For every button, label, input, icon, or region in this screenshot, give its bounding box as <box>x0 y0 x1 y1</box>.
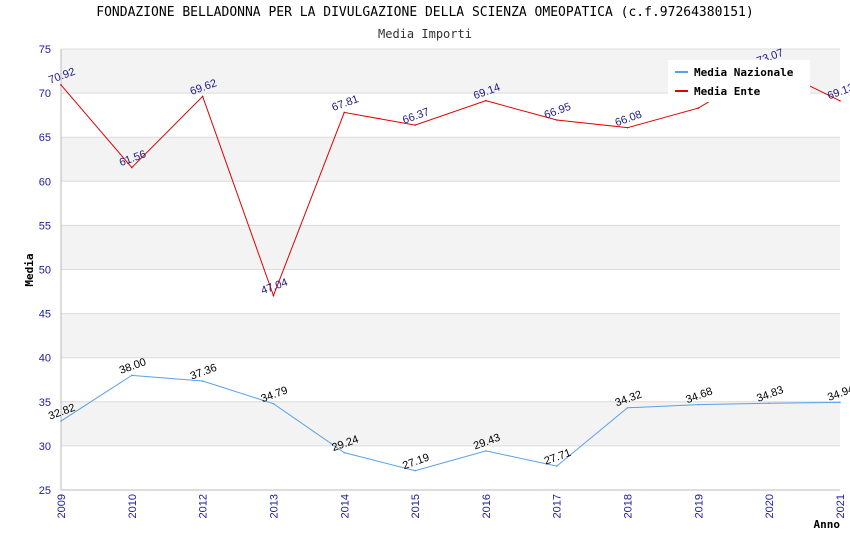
grid-band <box>61 137 840 182</box>
x-tick-label: 2012 <box>198 494 210 518</box>
x-tick-label: 2013 <box>268 494 280 518</box>
data-point <box>414 124 416 126</box>
grid-band <box>61 313 840 358</box>
data-point <box>839 401 841 404</box>
data-point <box>272 294 275 297</box>
data-point <box>768 402 770 405</box>
grid-band <box>61 445 840 490</box>
x-axis-label: Anno <box>814 518 841 531</box>
grid-band <box>61 401 840 446</box>
y-axis-label: Media <box>23 253 36 286</box>
data-point <box>839 99 841 102</box>
y-tick-label: 40 <box>39 353 51 365</box>
x-tick-label: 2017 <box>552 494 564 518</box>
y-tick-label: 45 <box>39 309 51 321</box>
data-point <box>485 99 487 102</box>
data-point <box>626 406 629 409</box>
legend-entry: Media Ente <box>694 85 761 98</box>
data-point <box>626 126 629 129</box>
x-tick-label: 2019 <box>693 494 705 518</box>
series-line-media-nazionale <box>60 374 841 472</box>
chart-title: FONDAZIONE BELLADONNA PER LA DIVULGAZION… <box>96 5 754 20</box>
data-point <box>555 465 558 467</box>
y-tick-label: 70 <box>39 88 51 100</box>
data-point <box>343 111 346 114</box>
x-tick-label: 2009 <box>56 494 68 518</box>
y-tick-label: 50 <box>39 265 51 277</box>
data-point <box>555 119 558 121</box>
x-tick-label: 2021 <box>835 494 847 518</box>
y-tick-label: 30 <box>39 441 51 453</box>
grid-band <box>61 269 840 314</box>
data-point <box>272 402 275 405</box>
grid-band <box>61 357 840 402</box>
data-point <box>697 107 700 109</box>
x-tick-label: 2010 <box>127 494 139 518</box>
data-point <box>697 403 700 406</box>
data-point <box>131 374 133 377</box>
data-point <box>131 166 133 169</box>
x-tick-label: 2014 <box>339 494 351 518</box>
y-tick-label: 55 <box>39 220 51 232</box>
grid-band <box>61 181 840 226</box>
y-tick-label: 35 <box>39 397 51 409</box>
x-tick-label: 2018 <box>623 494 635 518</box>
data-point <box>60 420 62 422</box>
legend-entry: Media Nazionale <box>694 66 794 79</box>
y-tick-label: 65 <box>39 132 51 144</box>
data-point <box>414 469 416 472</box>
grid-band <box>61 225 840 270</box>
data-point <box>201 95 204 98</box>
x-tick-label: 2015 <box>410 494 422 518</box>
y-tick-label: 60 <box>39 176 51 188</box>
y-tick-label: 25 <box>39 485 51 497</box>
x-tick-label: 2016 <box>481 494 493 518</box>
data-point <box>60 84 62 86</box>
y-tick-label: 75 <box>39 44 51 56</box>
chart-subtitle: Media Importi <box>378 27 472 41</box>
data-point <box>485 450 487 452</box>
legend-box <box>668 60 810 102</box>
data-point <box>201 380 204 382</box>
data-point <box>343 451 346 454</box>
x-tick-label: 2020 <box>764 494 776 518</box>
